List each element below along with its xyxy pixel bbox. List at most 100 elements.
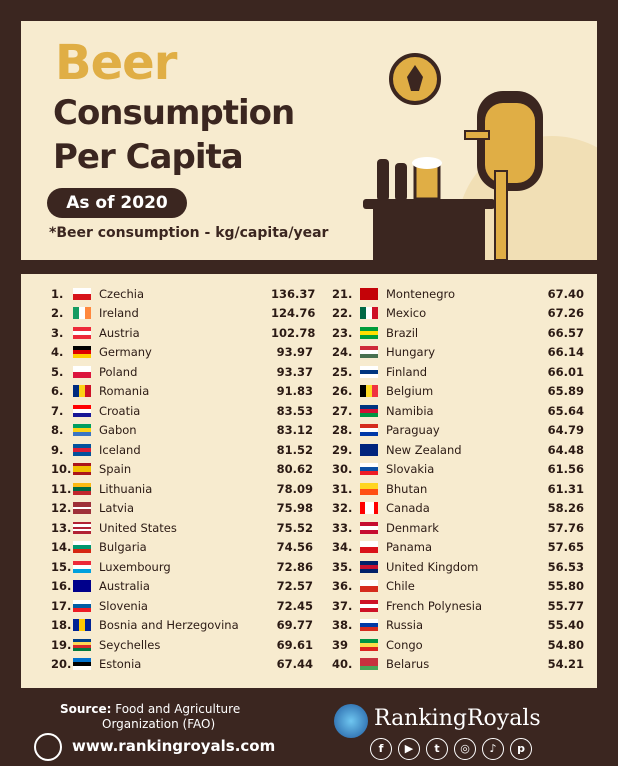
russia-flag [360, 619, 378, 632]
table-row: 16. Australia 72.57 [51, 577, 313, 597]
consumption-value: 74.56 [276, 540, 313, 555]
bhutan-flag [360, 482, 378, 495]
consumption-value: 93.97 [276, 345, 313, 360]
country-name: United Kingdom [386, 559, 479, 574]
consumption-value: 67.44 [276, 657, 313, 672]
facebook-icon[interactable]: f [370, 738, 392, 760]
french-polynesia-flag [360, 599, 378, 612]
poland-flag [73, 365, 91, 378]
lithuania-flag [73, 482, 91, 495]
rank-number: 18. [51, 618, 72, 633]
consumption-value: 124.76 [271, 306, 316, 321]
as-of-badge: As of 2020 [47, 188, 187, 218]
country-name: French Polynesia [386, 598, 483, 613]
latvia-flag [73, 502, 91, 515]
consumption-value: 57.65 [547, 540, 584, 555]
twitter-icon[interactable]: t [426, 738, 448, 760]
country-name: Ireland [99, 306, 139, 321]
country-name: Paraguay [386, 423, 440, 438]
country-name: Chile [386, 579, 415, 594]
consumption-value: 69.61 [276, 637, 313, 652]
table-row: 6. Romania 91.83 [51, 382, 313, 402]
country-name: Hungary [386, 345, 436, 360]
rank-number: 33. [332, 520, 353, 535]
consumption-value: 64.48 [547, 442, 584, 457]
table-row: 1. Czechia 136.37 [51, 284, 315, 304]
rank-number: 36. [332, 579, 353, 594]
consumption-value: 75.98 [276, 501, 313, 516]
belarus-flag [360, 658, 378, 671]
country-name: Mexico [386, 306, 427, 321]
country-name: New Zealand [386, 442, 462, 457]
consumption-value: 75.52 [276, 520, 313, 535]
title-beer: Beer [55, 35, 177, 91]
rank-number: 17. [51, 598, 72, 613]
country-name: Panama [386, 540, 433, 555]
source-line2: Organization (FAO) [102, 717, 216, 731]
consumption-value: 72.45 [276, 598, 313, 613]
consumption-value: 64.79 [547, 423, 584, 438]
czechia-flag [73, 287, 91, 300]
consumption-value: 61.31 [547, 481, 584, 496]
hungary-flag [360, 346, 378, 359]
rank-number: 8. [51, 423, 64, 438]
instagram-icon[interactable]: ◎ [454, 738, 476, 760]
rank-number: 4. [51, 345, 64, 360]
table-row: 34. Panama 57.65 [332, 538, 584, 558]
rank-number: 22. [332, 306, 353, 321]
consumption-value: 80.62 [276, 462, 313, 477]
iceland-flag [73, 443, 91, 456]
mexico-flag [360, 307, 378, 320]
social-icons: f ▶ t ◎ ♪ p [370, 738, 532, 760]
table-row: 11. Lithuania 78.09 [51, 479, 313, 499]
rank-number: 29. [332, 442, 353, 457]
rank-number: 10. [51, 462, 72, 477]
country-name: Austria [99, 325, 140, 340]
rank-number: 5. [51, 364, 64, 379]
table-row: 15. Luxembourg 72.86 [51, 557, 313, 577]
table-row: 40. Belarus 54.21 [332, 655, 584, 675]
rankingroyals-logo-icon [334, 704, 368, 738]
new-zealand-flag [360, 443, 378, 456]
consumption-value: 56.53 [547, 559, 584, 574]
germany-flag [73, 346, 91, 359]
header-panel: Beer Consumption Per Capita As of 2020 *… [21, 21, 597, 260]
country-name: Belgium [386, 384, 434, 399]
table-row: 14. Bulgaria 74.56 [51, 538, 313, 558]
rank-number: 7. [51, 403, 64, 418]
table-row: 32. Canada 58.26 [332, 499, 584, 519]
rank-number: 2. [51, 306, 64, 321]
rank-number: 21. [332, 286, 353, 301]
denmark-flag [360, 521, 378, 534]
ranking-column-right: 21. Montenegro 67.40 22. Mexico 67.26 23. Brazi… [332, 284, 584, 674]
table-row: 39 Congo 54.80 [332, 635, 584, 655]
tiktok-icon[interactable]: ♪ [482, 738, 504, 760]
rank-number: 31. [332, 481, 353, 496]
source-text: Source: Food and Agriculture Organizatio… [60, 702, 240, 732]
ireland-flag [73, 307, 91, 320]
canada-flag [360, 502, 378, 515]
country-name: United States [99, 520, 177, 535]
rank-number: 3. [51, 325, 64, 340]
table-row: 25. Finland 66.01 [332, 362, 584, 382]
country-name: Bulgaria [99, 540, 147, 555]
country-name: Croatia [99, 403, 141, 418]
montenegro-flag [360, 287, 378, 300]
unit-note: *Beer consumption - kg/capita/year [49, 225, 329, 241]
consumption-value: 65.89 [547, 384, 584, 399]
title-per-capita: Per Capita [53, 137, 244, 177]
table-row: 7. Croatia 83.53 [51, 401, 313, 421]
country-name: Finland [386, 364, 428, 379]
youtube-icon[interactable]: ▶ [398, 738, 420, 760]
country-name: Czechia [99, 286, 144, 301]
congo-flag [360, 638, 378, 651]
ranking-column-left: 1. Czechia 136.37 2. Ireland 124.76 3. Austria 1… [51, 284, 316, 674]
consumption-value: 91.83 [276, 384, 313, 399]
table-row: 12. Latvia 75.98 [51, 499, 313, 519]
country-name: Gabon [99, 423, 137, 438]
pinterest-icon[interactable]: p [510, 738, 532, 760]
table-row: 2. Ireland 124.76 [51, 304, 316, 324]
country-name: Canada [386, 501, 430, 516]
consumption-value: 83.12 [276, 423, 313, 438]
rank-number: 20. [51, 657, 72, 672]
